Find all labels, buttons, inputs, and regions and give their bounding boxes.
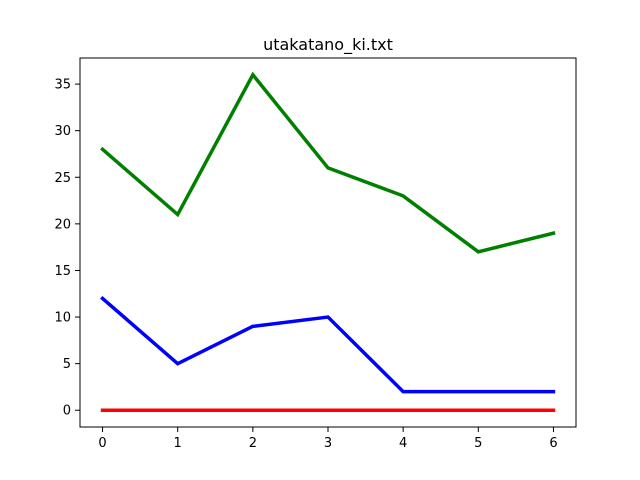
series-line-2 bbox=[100, 295, 556, 394]
y-tick-label: 35 bbox=[54, 78, 71, 93]
x-axis: 0 1 2 3 4 5 6 bbox=[98, 427, 558, 451]
series-line-1 bbox=[100, 71, 556, 254]
y-tick-label: 25 bbox=[54, 171, 71, 186]
x-tick-label: 5 bbox=[474, 436, 482, 451]
y-tick-label: 5 bbox=[63, 357, 71, 372]
y-tick-label: 15 bbox=[54, 264, 71, 279]
x-tick-label: 3 bbox=[324, 436, 332, 451]
x-tick-label: 1 bbox=[174, 436, 182, 451]
chart-title: utakatano_ki.txt bbox=[263, 35, 393, 55]
x-tick-label: 6 bbox=[549, 436, 557, 451]
series-layer bbox=[100, 71, 556, 412]
x-tick-label: 2 bbox=[249, 436, 257, 451]
y-tick-label: 20 bbox=[54, 217, 71, 232]
x-tick-label: 4 bbox=[399, 436, 407, 451]
y-tick-label: 0 bbox=[63, 404, 71, 419]
y-axis: 0 5 10 15 20 25 30 35 bbox=[54, 78, 80, 419]
x-tick-label: 0 bbox=[98, 436, 106, 451]
y-tick-label: 30 bbox=[54, 124, 71, 139]
y-tick-label: 10 bbox=[54, 311, 71, 326]
